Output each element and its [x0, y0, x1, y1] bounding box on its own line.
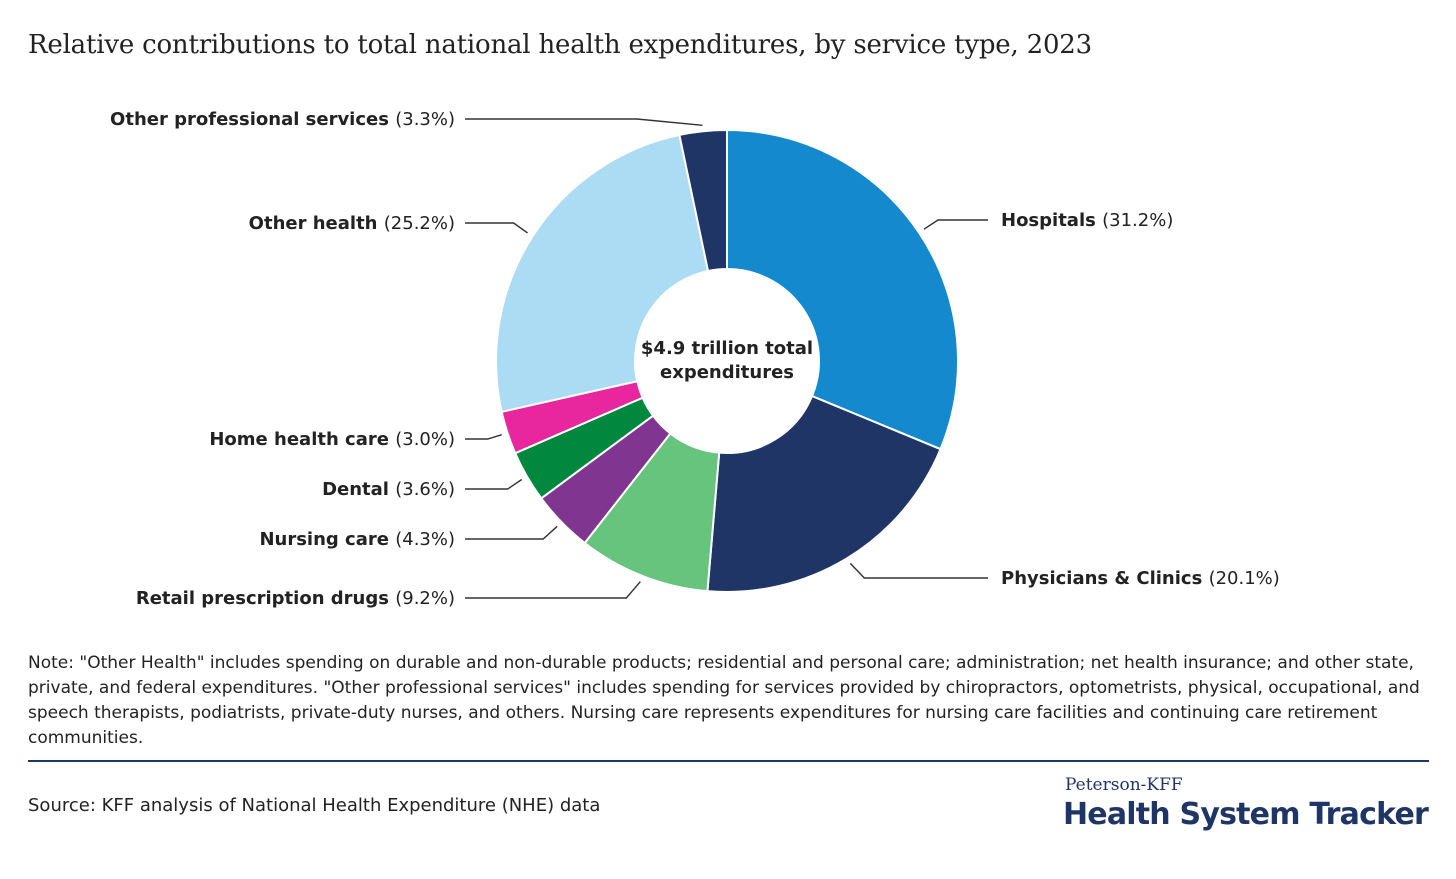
slice-label-dental: Dental (3.6%)	[322, 479, 455, 500]
slice-label-physicians-and-clinics: Physicians & Clinics (20.1%)	[1001, 568, 1280, 589]
slice-physicians-and-clinics	[706, 394, 942, 593]
slice-label-name: Physicians & Clinics	[1001, 568, 1209, 589]
donut-chart: Hospitals (31.2%) Physicians & Clinics (2…	[110, 109, 1280, 609]
slice-label-value: (25.2%)	[384, 213, 455, 234]
slice-label-other-health: Other health (25.2%)	[249, 213, 455, 234]
chart-note: Note: "Other Health" includes spending o…	[28, 653, 1420, 748]
slice-label-retail-prescription-drugs: Retail prescription drugs (9.2%)	[136, 588, 455, 609]
slices-group	[495, 128, 959, 593]
source-text: Source: KFF analysis of National Health …	[28, 795, 601, 816]
slice-other-health	[495, 133, 710, 413]
chart-title: Relative contributions to total national…	[28, 30, 1092, 60]
slice-label-value: (3.3%)	[395, 109, 455, 130]
divider	[28, 760, 1429, 762]
leader-line-home-health-care	[465, 433, 502, 440]
brand-big-text: Health System Tracker	[1062, 797, 1429, 832]
leader-line-physicians-and-clinics	[849, 562, 988, 579]
leader-line-retail-prescription-drugs	[465, 581, 641, 599]
slice-label-name: Hospitals	[1001, 210, 1102, 231]
slice-label-value: (9.2%)	[395, 588, 455, 609]
slice-label-home-health-care: Home health care (3.0%)	[209, 429, 455, 450]
slice-label-name: Nursing care	[259, 529, 395, 550]
slice-hospitals	[726, 128, 959, 451]
slice-label-name: Dental	[322, 479, 395, 500]
slice-label-name: Home health care	[209, 429, 395, 450]
slice-label-name: Other professional services	[110, 109, 395, 130]
slice-other-professional-services	[678, 128, 728, 273]
center-label-line-2: expenditures	[660, 362, 794, 383]
slice-labels: Hospitals (31.2%) Physicians & Clinics (2…	[110, 109, 1280, 609]
leader-line-hospitals	[923, 219, 988, 230]
brand-logo: Peterson-KFF Health System Tracker	[1062, 775, 1429, 832]
slice-label-value: (3.0%)	[395, 429, 455, 450]
slice-label-value: (20.1%)	[1209, 568, 1280, 589]
leader-line-dental	[465, 478, 523, 490]
slice-label-value: (4.3%)	[395, 529, 455, 550]
slice-label-value: (3.6%)	[395, 479, 455, 500]
slice-label-name: Retail prescription drugs	[136, 588, 395, 609]
slice-label-hospitals: Hospitals (31.2%)	[1001, 210, 1173, 231]
leader-line-other-professional-services	[465, 118, 703, 126]
leader-line-other-health	[465, 222, 528, 234]
leader-lines	[465, 118, 988, 599]
brand-small-text: Peterson-KFF	[1064, 775, 1183, 795]
leader-line-nursing-care	[465, 525, 558, 540]
slice-label-value: (31.2%)	[1102, 210, 1173, 231]
slice-label-nursing-care: Nursing care (4.3%)	[259, 529, 455, 550]
slice-label-name: Other health	[249, 213, 384, 234]
slice-label-other-professional-services: Other professional services (3.3%)	[110, 109, 455, 130]
center-label-line-1: $4.9 trillion total	[641, 338, 813, 359]
